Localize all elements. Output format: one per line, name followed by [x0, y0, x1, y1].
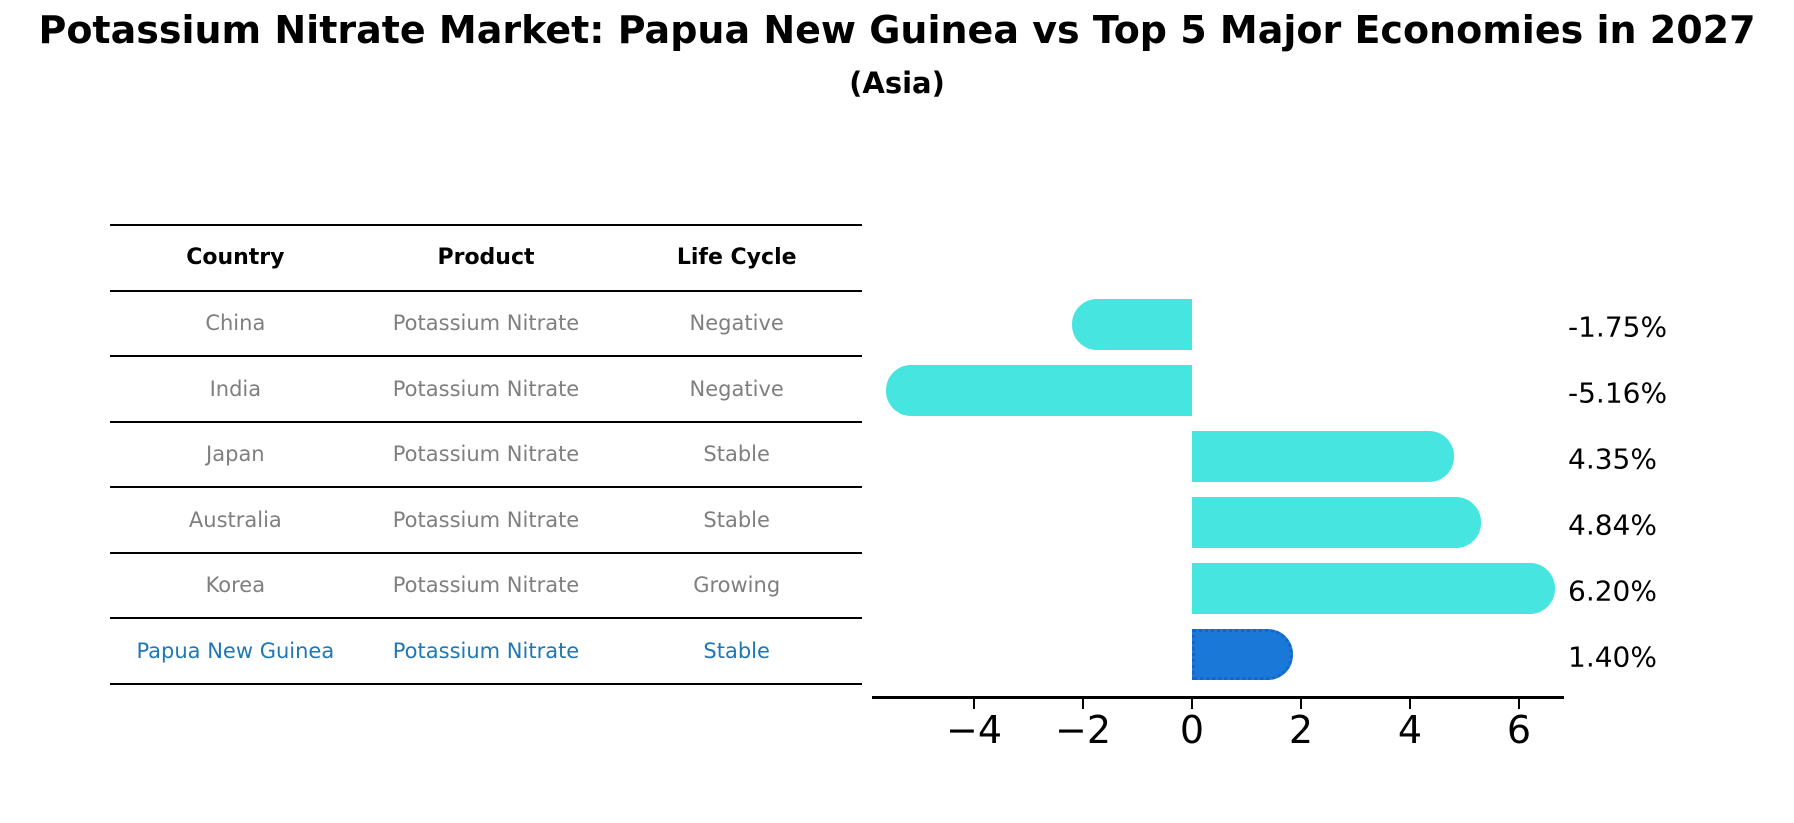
- table-row-papua-new-guinea: Papua New Guinea Potassium Nitrate Stabl…: [110, 619, 862, 685]
- value-label-china: -1.75%: [1568, 310, 1668, 344]
- x-axis-tick: [972, 698, 976, 709]
- chart-subtitle: (Asia): [849, 66, 945, 100]
- bar-japan: [1192, 430, 1455, 482]
- cell-country: Papua New Guinea: [136, 638, 335, 663]
- value-label-korea: 6.20%: [1568, 574, 1657, 608]
- x-axis-tick: [1408, 698, 1412, 709]
- table-row-china: China Potassium Nitrate Negative: [110, 292, 862, 357]
- cell-country: Japan: [206, 442, 265, 467]
- value-label-papua-new-guinea: 1.40%: [1568, 640, 1657, 674]
- bar-korea: [1192, 562, 1555, 614]
- cell-life-cycle: Negative: [689, 376, 784, 401]
- value-label-japan: 4.35%: [1568, 442, 1657, 476]
- value-label-india: -5.16%: [1568, 376, 1668, 410]
- cell-life-cycle: Negative: [689, 311, 784, 336]
- cell-product: Potassium Nitrate: [392, 507, 580, 532]
- cell-life-cycle: Stable: [703, 442, 770, 467]
- x-axis-tick: [1299, 698, 1303, 709]
- x-axis-tick: [1517, 698, 1521, 709]
- table-header-row: Country Product Life Cycle: [110, 226, 862, 292]
- table-row-korea: Korea Potassium Nitrate Growing: [110, 554, 862, 619]
- x-axis-tick: [1081, 698, 1085, 709]
- column-header-country: Country: [186, 245, 285, 271]
- x-axis-tick: [1190, 698, 1194, 709]
- cell-life-cycle: Stable: [703, 638, 770, 663]
- column-header-product: Product: [437, 245, 535, 271]
- x-axis-line: [872, 696, 1564, 699]
- chart-title: Potassium Nitrate Market: Papua New Guin…: [38, 8, 1756, 52]
- bar-china: [1071, 298, 1192, 350]
- bar-papua-new-guinea: [1192, 628, 1294, 680]
- bar-australia: [1192, 496, 1481, 548]
- x-axis-tick-label: 0: [1179, 708, 1205, 752]
- column-header-life-cycle: Life Cycle: [676, 245, 797, 271]
- cell-country: India: [209, 376, 262, 401]
- x-axis-tick-label: 6: [1506, 708, 1532, 752]
- cell-life-cycle: Stable: [703, 507, 770, 532]
- country-table: Country Product Life Cycle China Potassi…: [110, 224, 862, 685]
- x-axis-tick-label: 2: [1288, 708, 1314, 752]
- x-axis-tick-label: −4: [945, 708, 1003, 752]
- cell-country: China: [205, 311, 266, 336]
- cell-product: Potassium Nitrate: [392, 311, 580, 336]
- table-row-australia: Australia Potassium Nitrate Stable: [110, 488, 862, 554]
- table-row-japan: Japan Potassium Nitrate Stable: [110, 423, 862, 488]
- cell-life-cycle: Growing: [693, 573, 781, 598]
- cell-product: Potassium Nitrate: [392, 376, 580, 401]
- cell-country: Korea: [205, 573, 266, 598]
- table-row-india: India Potassium Nitrate Negative: [110, 357, 862, 423]
- cell-product: Potassium Nitrate: [392, 638, 580, 663]
- cell-product: Potassium Nitrate: [392, 573, 580, 598]
- cell-country: Australia: [188, 507, 282, 532]
- bar-india: [885, 364, 1192, 416]
- x-axis-tick-label: 4: [1397, 708, 1423, 752]
- cell-product: Potassium Nitrate: [392, 442, 580, 467]
- x-axis-tick-label: −2: [1054, 708, 1112, 752]
- value-label-australia: 4.84%: [1568, 508, 1657, 542]
